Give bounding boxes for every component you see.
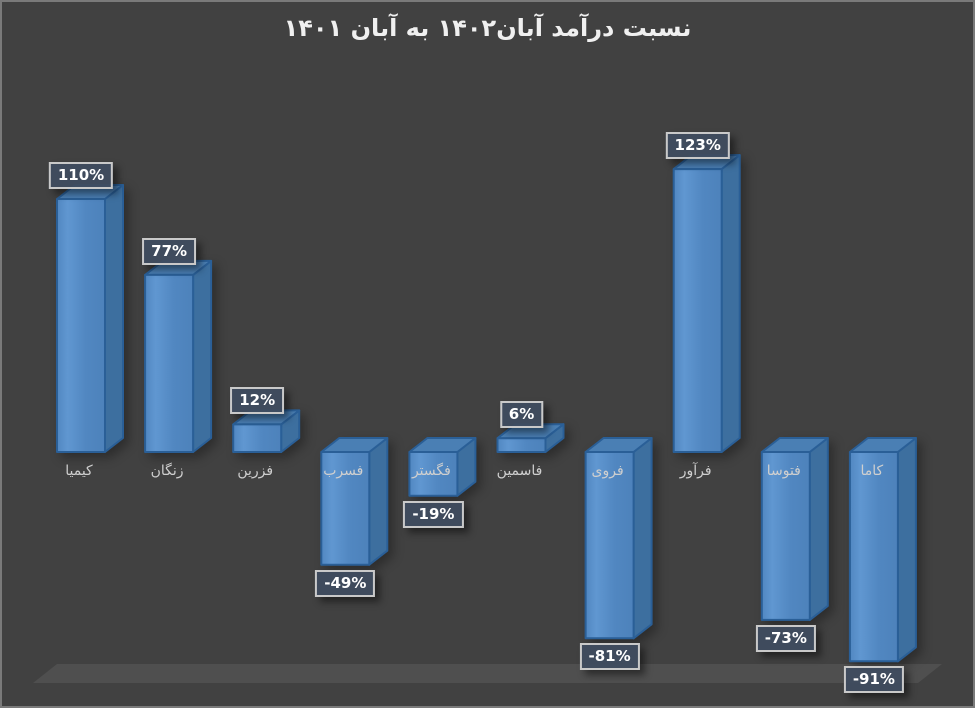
value-label-4: -49%: [315, 569, 376, 597]
bar-9: [760, 437, 829, 621]
bar-front-face: [760, 451, 811, 621]
category-label-1: کیمیا: [65, 463, 93, 479]
bar-front-face: [848, 451, 899, 663]
bar-front-face: [232, 423, 283, 453]
category-label-6: فاسمین: [496, 463, 543, 479]
category-label-9: فتوسا: [766, 463, 801, 479]
bar-1: [56, 184, 124, 453]
bar-8: [672, 154, 741, 453]
category-label-8: فرآور: [679, 463, 712, 479]
bar-3: [232, 409, 301, 453]
bar-7: [584, 437, 653, 640]
category-label-2: زنگان: [150, 463, 184, 479]
bar-2: [144, 259, 213, 453]
bar-side-face: [368, 437, 389, 566]
bar-10: [848, 437, 917, 663]
bar-front-face: [408, 451, 459, 497]
category-label-7: فروی: [591, 463, 624, 479]
value-label-5: -19%: [403, 500, 464, 528]
value-label-3: 12%: [230, 387, 285, 415]
chart-floor: [33, 664, 942, 683]
bar-side-face: [104, 184, 124, 453]
value-label-9: -73%: [755, 624, 816, 652]
value-label-8: 123%: [665, 132, 730, 160]
chart-title: نسبت درآمد آبان۱۴۰۲ به آبان ۱۴۰۱: [283, 14, 692, 42]
bar-front-face: [320, 451, 371, 566]
bar-front-face: [144, 273, 195, 453]
category-label-4: فسرب: [323, 463, 364, 479]
value-label-7: -81%: [579, 643, 640, 671]
bar-front-face: [56, 198, 106, 453]
category-label-3: فزرین: [237, 463, 274, 479]
value-label-6: 6%: [499, 401, 544, 429]
bar-front-face: [584, 451, 635, 640]
value-label-1: 110%: [48, 162, 114, 189]
category-label-10: کاما: [860, 463, 884, 479]
bar-side-face: [192, 259, 213, 453]
value-label-2: 77%: [142, 237, 197, 265]
bar-front-face: [672, 168, 723, 453]
bar-5: [408, 437, 477, 497]
category-label-5: فگستر: [411, 463, 451, 479]
bar-side-face: [720, 154, 741, 453]
bar-4: [320, 437, 389, 566]
bar-front-face: [496, 437, 547, 453]
bar-6: [496, 423, 565, 453]
value-label-10: -91%: [843, 666, 904, 694]
